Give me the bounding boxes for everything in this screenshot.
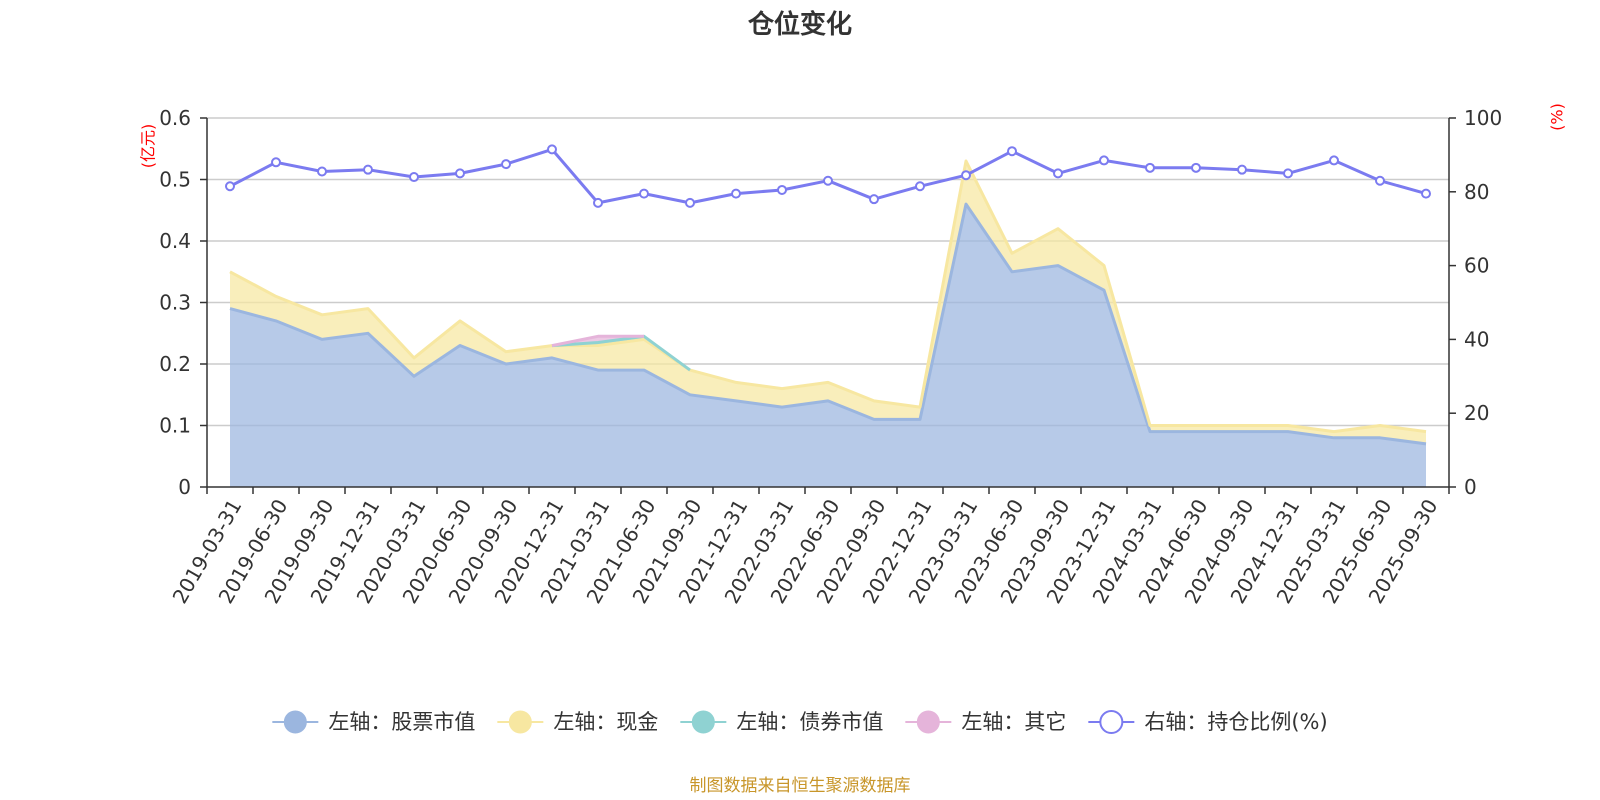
left-axis-tick-label: 0.5 [159, 168, 191, 192]
legend-marker-icon [1099, 710, 1124, 734]
legend-item: 左轴：现金 [497, 710, 658, 734]
legend-marker-icon [508, 710, 532, 734]
holding-ratio-point [1283, 168, 1293, 179]
holding-ratio-point [1421, 188, 1431, 199]
holding-ratio-point [1099, 155, 1109, 166]
holding-ratio-point [823, 175, 833, 186]
source-note: 制图数据来自恒生聚源数据库 [690, 776, 911, 796]
holding-ratio-point [1053, 168, 1063, 179]
right-axis-tick-label: 20 [1464, 401, 1489, 425]
area-edge-line [229, 202, 1427, 446]
holding-ratio-point [225, 181, 235, 192]
legend-label: 左轴：其它 [961, 710, 1066, 734]
holding-ratio-point [961, 170, 971, 181]
holding-ratio-point [685, 197, 695, 208]
holding-ratio-point [1329, 155, 1339, 166]
area-9bb6df [230, 204, 1426, 487]
legend-item: 左轴：债券市值 [680, 710, 883, 734]
right-axis-unit: (%) [1548, 103, 1567, 131]
holding-ratio-point [1237, 164, 1247, 175]
left-axis-tick-label: 0.1 [159, 414, 191, 438]
left-axis-tick-label: 0 [178, 475, 191, 499]
right-axis-tick-label: 80 [1464, 180, 1489, 204]
right-axis-tick-label: 40 [1464, 327, 1489, 351]
legend-label: 左轴：债券市值 [736, 710, 883, 734]
legend-label: 左轴：股票市值 [328, 710, 475, 734]
area-edge-line [229, 159, 1427, 434]
holding-ratio-point [639, 188, 649, 199]
holding-ratio-point [915, 181, 925, 192]
right-axis-tick-label: 0 [1464, 475, 1477, 499]
legend-item: 左轴：其它 [905, 710, 1066, 734]
area-f7e7a1 [230, 161, 1426, 444]
legend-item: 右轴：持仓比例(%) [1088, 710, 1328, 734]
holding-ratio-point [1145, 162, 1155, 173]
chart-title: 仓位变化 [747, 9, 852, 40]
holding-ratio-point [1375, 175, 1385, 186]
left-axis-tick-label: 0.3 [159, 291, 191, 315]
legend: 左轴：股票市值 左轴：现金 左轴：债券市值 左轴：其它 右轴：持仓比例(%) [272, 710, 1328, 734]
right-axis-tick-label: 60 [1464, 254, 1489, 278]
legend-item: 左轴：股票市值 [272, 710, 475, 734]
left-axis-tick-label: 0.6 [159, 106, 191, 130]
holding-ratio-point [547, 144, 557, 155]
holding-ratio-point [363, 164, 373, 175]
holding-ratio-point [731, 188, 741, 199]
area-edge-line [551, 334, 644, 348]
holding-ratio-point [501, 159, 511, 170]
holding-ratio-point [593, 197, 603, 208]
holding-ratio-point [409, 172, 419, 183]
holding-ratio-series [225, 144, 1431, 208]
right-axis-tick-label: 100 [1464, 106, 1502, 130]
stacked-areas [229, 159, 1427, 487]
holding-ratio-point [271, 157, 281, 168]
legend-label: 右轴：持仓比例(%) [1144, 710, 1327, 734]
holding-ratio-point [1191, 162, 1201, 173]
legend-label: 左轴：现金 [553, 710, 658, 734]
left-axis-tick-label: 0.2 [159, 352, 191, 376]
area-edge-line [551, 334, 691, 372]
left-axis-tick-label: 0.4 [159, 229, 191, 253]
holding-ratio-point [317, 166, 327, 177]
legend-marker-icon [283, 710, 307, 734]
legend-marker-icon [916, 710, 940, 734]
holding-ratio-point [777, 184, 787, 195]
legend-marker-icon [691, 710, 715, 734]
holding-ratio-point [455, 168, 465, 179]
holding-ratio-point [869, 194, 879, 205]
holding-ratio-point [1007, 146, 1017, 157]
left-axis-unit: (亿元) [139, 124, 158, 169]
